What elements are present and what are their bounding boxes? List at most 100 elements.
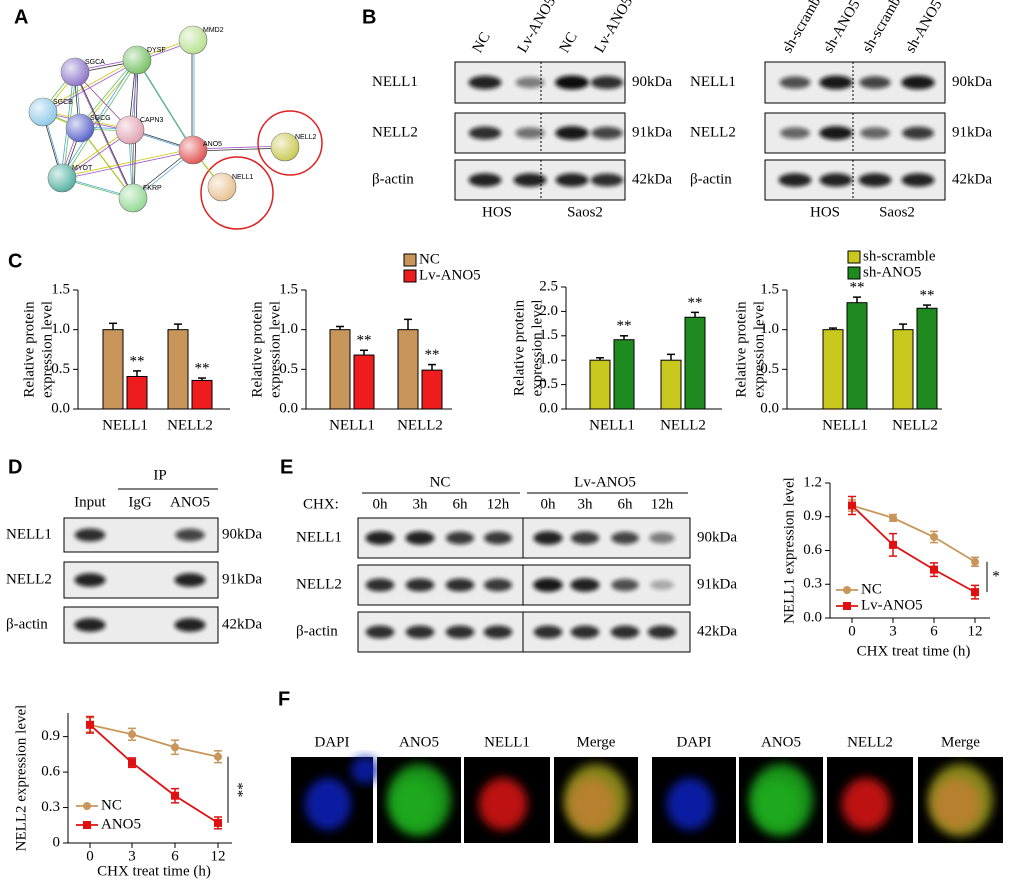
legend-label: Lv-ANO5 bbox=[861, 597, 923, 613]
y-tick-label: 0.5 bbox=[279, 361, 298, 377]
legend-label: ANO5 bbox=[101, 816, 141, 832]
legend-swatch bbox=[847, 266, 861, 280]
marker bbox=[171, 791, 179, 800]
x-tick-label: NELL2 bbox=[892, 417, 938, 433]
x-tick-label: NELL1 bbox=[329, 417, 375, 433]
significance: * bbox=[992, 568, 1000, 584]
size-label: 90kDa bbox=[632, 74, 672, 90]
marker bbox=[930, 533, 938, 541]
panel-label: D bbox=[8, 456, 22, 478]
legend-label: Lv-ANO5 bbox=[419, 267, 481, 283]
band bbox=[901, 173, 935, 187]
size-label: 91kDa bbox=[697, 576, 737, 592]
node-label: SGCG bbox=[90, 115, 111, 122]
band bbox=[74, 618, 106, 632]
network-edge bbox=[135, 58, 193, 150]
panel-label: E bbox=[280, 456, 293, 478]
x-tick-label: 0 bbox=[86, 848, 94, 864]
time-label: 3h bbox=[578, 496, 594, 512]
node-shine bbox=[61, 58, 89, 86]
band bbox=[483, 578, 513, 592]
node-label: MYOT bbox=[72, 165, 93, 172]
network-edge bbox=[60, 148, 193, 178]
legend-label: NC bbox=[419, 251, 440, 267]
significance: ** bbox=[130, 353, 145, 369]
network-edge bbox=[73, 70, 133, 198]
y-axis-label: expression level bbox=[267, 301, 283, 398]
cell-nucleus bbox=[753, 778, 801, 830]
fluorescence-image bbox=[652, 757, 736, 843]
marker bbox=[128, 758, 136, 767]
x-tick-label: NELL1 bbox=[589, 417, 635, 433]
y-tick-label: 0.5 bbox=[760, 361, 779, 377]
node-label: FKRP bbox=[143, 185, 162, 192]
significance: ** bbox=[850, 280, 865, 296]
x-tick-label: 3 bbox=[128, 848, 136, 864]
lane-label: IgG bbox=[128, 494, 151, 510]
x-tick-label: NELL2 bbox=[167, 417, 213, 433]
band bbox=[468, 173, 502, 187]
significance: ** bbox=[230, 782, 246, 797]
node-shine bbox=[208, 173, 236, 201]
node-shine bbox=[66, 114, 94, 142]
node-shine bbox=[119, 184, 147, 212]
y-tick-label: 0.0 bbox=[760, 400, 779, 416]
band bbox=[533, 625, 563, 639]
band bbox=[611, 578, 639, 592]
row-label: NELL1 bbox=[296, 529, 342, 545]
band bbox=[570, 578, 600, 592]
network-edge bbox=[62, 60, 139, 180]
significance: ** bbox=[195, 360, 210, 376]
band bbox=[515, 77, 545, 88]
marker bbox=[214, 752, 222, 761]
band bbox=[483, 625, 513, 639]
size-label: 42kDa bbox=[952, 171, 992, 187]
marker bbox=[171, 743, 179, 752]
y-tick-label: 0.6 bbox=[803, 542, 822, 558]
time-label: 12h bbox=[487, 496, 510, 512]
highlight-circle bbox=[257, 110, 323, 176]
marker bbox=[889, 540, 897, 549]
group-label: Saos2 bbox=[879, 204, 915, 220]
marker bbox=[843, 586, 851, 594]
row-label: β-actin bbox=[6, 616, 48, 632]
marker bbox=[930, 565, 938, 574]
time-label: 12h bbox=[651, 496, 674, 512]
network-edge bbox=[62, 150, 195, 180]
size-label: 90kDa bbox=[697, 529, 737, 545]
bar bbox=[684, 316, 706, 410]
panel-label: F bbox=[278, 688, 290, 710]
band bbox=[468, 126, 502, 140]
bar bbox=[892, 329, 914, 410]
y-tick-label: 1.5 bbox=[279, 281, 298, 297]
row-label: β-actin bbox=[690, 171, 732, 187]
row-label: NELL2 bbox=[6, 571, 52, 587]
cell-nucleus bbox=[351, 756, 379, 784]
network-edge bbox=[75, 72, 135, 200]
fluorescence-image bbox=[377, 757, 461, 843]
band bbox=[611, 531, 639, 545]
bar bbox=[421, 369, 443, 410]
bar bbox=[613, 339, 635, 410]
x-tick-label: 12 bbox=[968, 623, 983, 639]
band bbox=[365, 578, 395, 592]
y-tick-label: 0.0 bbox=[279, 400, 298, 416]
size-label: 91kDa bbox=[222, 571, 262, 587]
network-edge bbox=[137, 60, 195, 152]
band bbox=[175, 528, 205, 542]
row-label: NELL2 bbox=[296, 576, 342, 592]
node-label: NELL1 bbox=[232, 174, 254, 181]
node-label: SGCB bbox=[53, 99, 73, 106]
time-label: 6h bbox=[618, 496, 634, 512]
band bbox=[74, 573, 106, 587]
band bbox=[591, 126, 623, 140]
node-label: SGCA bbox=[85, 59, 105, 66]
fluorescence-image bbox=[827, 757, 913, 843]
y-tick-label: 1.5 bbox=[760, 281, 779, 297]
time-label: 0h bbox=[541, 496, 557, 512]
fluorescence-image bbox=[291, 756, 379, 843]
band bbox=[901, 75, 935, 90]
row-label: β-actin bbox=[372, 171, 414, 187]
y-tick-label: 0.5 bbox=[51, 361, 70, 377]
